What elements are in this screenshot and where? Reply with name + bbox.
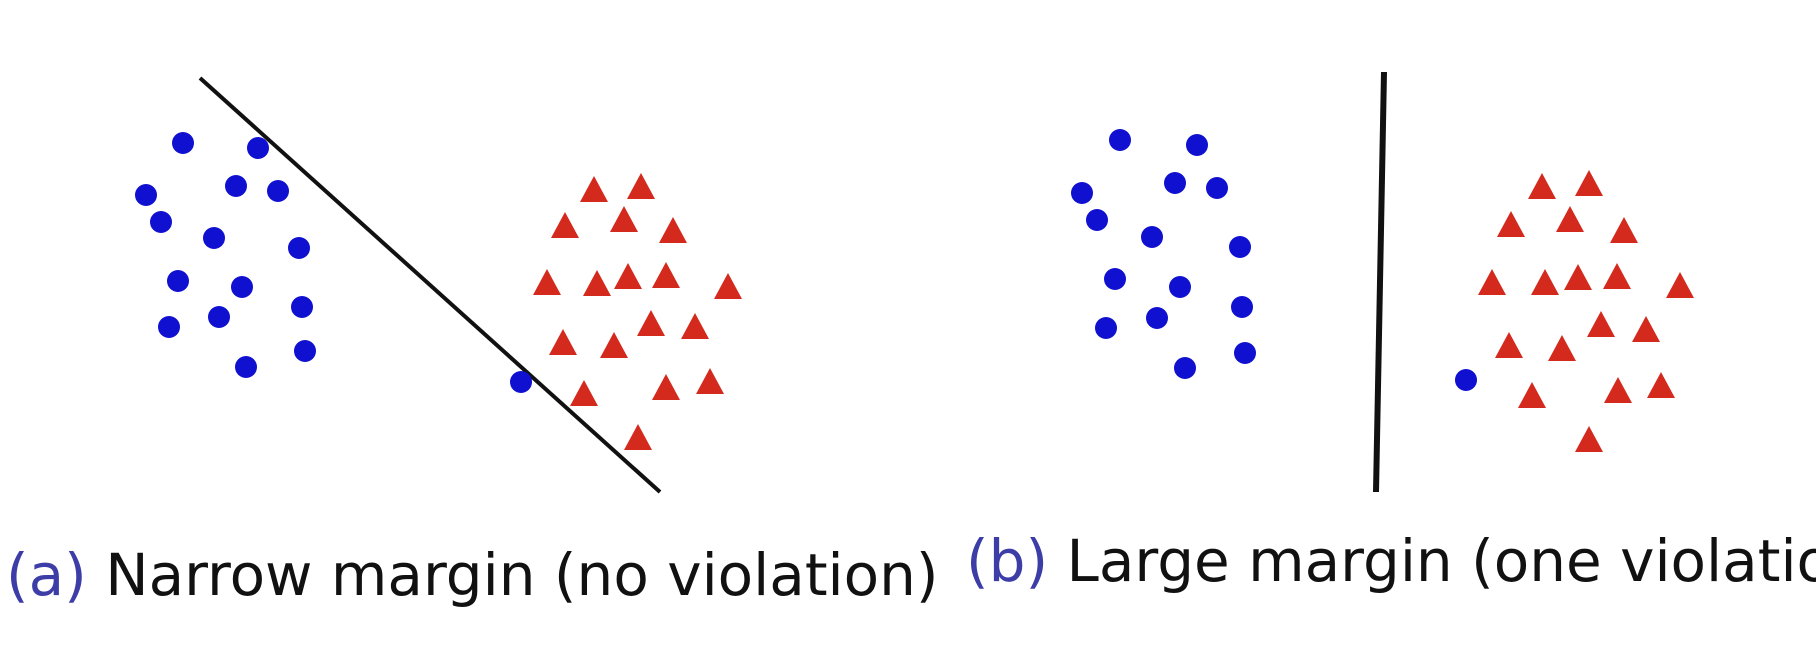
blue-circle-point xyxy=(288,237,310,259)
red-triangle-point xyxy=(583,270,611,296)
red-triangle-point xyxy=(652,374,680,400)
red-triangle-point xyxy=(614,263,642,289)
blue-circle-point xyxy=(150,211,172,233)
red-triangle-point xyxy=(652,262,680,288)
caption-a: (a) Narrow margin (no violation) xyxy=(6,546,939,604)
red-triangle-point xyxy=(580,176,608,202)
blue-circle-point xyxy=(1234,342,1256,364)
blue-circle-point xyxy=(1169,276,1191,298)
red-triangle-point xyxy=(1575,170,1603,196)
blue-circle-point xyxy=(1206,177,1228,199)
caption-b-text: Large margin (one violation) xyxy=(1066,527,1816,595)
red-triangle-point xyxy=(570,380,598,406)
red-triangle-point xyxy=(637,310,665,336)
blue-circle-point xyxy=(247,137,269,159)
red-triangle-point xyxy=(1548,335,1576,361)
red-triangle-point xyxy=(1647,372,1675,398)
blue-circle-point xyxy=(208,306,230,328)
red-triangle-point xyxy=(1528,173,1556,199)
blue-circle-point xyxy=(1086,209,1108,231)
red-triangle-point xyxy=(610,206,638,232)
blue-circle-point xyxy=(158,316,180,338)
red-triangle-point xyxy=(1478,269,1506,295)
red-triangle-point xyxy=(549,329,577,355)
red-triangle-point xyxy=(1495,332,1523,358)
blue-circle-point xyxy=(1146,307,1168,329)
caption-b-label: (b) xyxy=(966,527,1049,595)
red-triangle-point xyxy=(551,212,579,238)
blue-circle-point xyxy=(167,270,189,292)
blue-circle-point xyxy=(1164,172,1186,194)
blue-circle-point xyxy=(203,227,225,249)
blue-circle-point xyxy=(294,340,316,362)
red-triangle-point xyxy=(627,173,655,199)
red-triangle-point xyxy=(1632,316,1660,342)
red-triangle-point xyxy=(1564,264,1592,290)
blue-circle-point xyxy=(291,296,313,318)
blue-circle-point xyxy=(1186,134,1208,156)
red-triangle-point xyxy=(659,217,687,243)
blue-circle-point xyxy=(1229,236,1251,258)
red-triangle-point xyxy=(1666,272,1694,298)
red-triangle-point xyxy=(1604,377,1632,403)
blue-circle-point xyxy=(225,175,247,197)
blue-circle-point xyxy=(235,356,257,378)
blue-circle-point xyxy=(510,371,532,393)
blue-circle-point xyxy=(1104,268,1126,290)
caption-b: (b) Large margin (one violation) xyxy=(966,532,1816,590)
blue-circle-point xyxy=(1095,317,1117,339)
red-triangle-point xyxy=(533,269,561,295)
red-triangle-point xyxy=(624,424,652,450)
caption-a-text: Narrow margin (no violation) xyxy=(105,541,939,609)
blue-circle-point xyxy=(172,132,194,154)
red-triangle-point xyxy=(1610,217,1638,243)
blue-circle-point xyxy=(1455,369,1477,391)
red-triangle-point xyxy=(1603,263,1631,289)
red-triangle-point xyxy=(1587,311,1615,337)
panel-b-large-margin xyxy=(1071,71,1694,493)
red-triangle-point xyxy=(1497,211,1525,237)
red-triangle-point xyxy=(1518,382,1546,408)
blue-circle-point xyxy=(1174,357,1196,379)
separating-line xyxy=(198,76,662,494)
separating-line xyxy=(1373,71,1387,493)
blue-circle-point xyxy=(1071,182,1093,204)
red-triangle-point xyxy=(681,313,709,339)
blue-circle-point xyxy=(135,184,157,206)
blue-circle-point xyxy=(267,180,289,202)
red-triangle-point xyxy=(1531,269,1559,295)
red-triangle-point xyxy=(696,368,724,394)
caption-a-label: (a) xyxy=(6,541,87,609)
panel-a-narrow-margin xyxy=(135,76,742,494)
red-triangle-point xyxy=(714,273,742,299)
red-triangle-point xyxy=(1575,426,1603,452)
red-triangle-point xyxy=(1556,206,1584,232)
blue-circle-point xyxy=(1141,226,1163,248)
blue-circle-point xyxy=(1109,129,1131,151)
blue-circle-point xyxy=(1231,296,1253,318)
blue-circle-point xyxy=(231,276,253,298)
red-triangle-point xyxy=(600,332,628,358)
